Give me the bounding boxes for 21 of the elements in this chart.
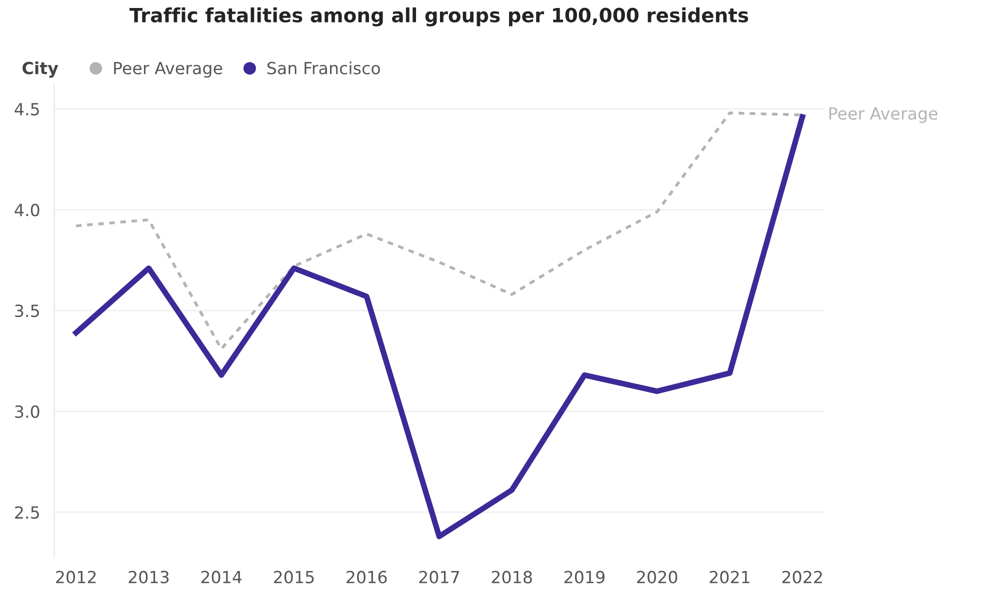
y-tick-label: 2.5 — [15, 506, 39, 519]
x-tick-label: 2015 — [274, 570, 314, 584]
x-tick-label: 2014 — [201, 570, 242, 584]
legend-label: Peer Average — [114, 62, 222, 78]
y-tick-label: 4.0 — [14, 204, 40, 216]
y-tick-label: 3.5 — [15, 304, 39, 318]
x-tick-label: 2012 — [56, 570, 96, 584]
x-tick-label: 2013 — [128, 570, 169, 584]
chart-title: Traffic fatalities among all groups per 100,000 residents — [130, 7, 748, 26]
y-tick-label: 3.0 — [15, 405, 40, 418]
text: Peer Average — [829, 107, 938, 124]
x-tick-label: 2020 — [637, 570, 678, 584]
x-tick-label: 2017 — [419, 570, 459, 584]
x-tick-label: 2019 — [564, 570, 605, 584]
x-tick-label: 2016 — [346, 570, 387, 584]
x-tick-label: 2021 — [710, 570, 750, 584]
legend-label: San Francisco — [267, 62, 380, 74]
x-tick-label: 2022 — [782, 570, 822, 584]
legend-title: City — [22, 61, 58, 78]
x-tick-label: 2018 — [492, 570, 532, 584]
y-tick-label: 4.5 — [14, 103, 39, 116]
